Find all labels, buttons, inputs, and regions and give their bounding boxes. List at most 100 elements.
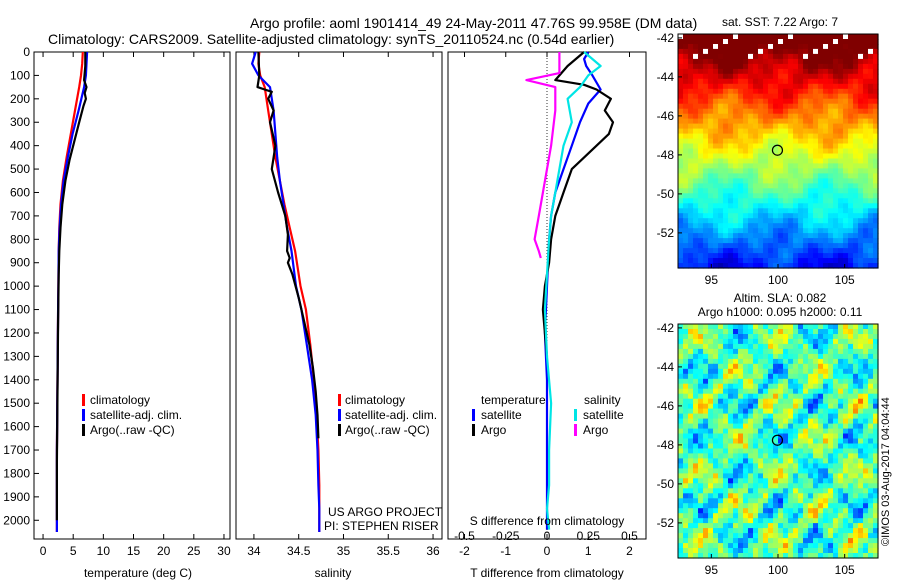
map-cell — [743, 324, 749, 330]
map-cell — [873, 418, 879, 425]
map-cell — [858, 513, 864, 519]
map-cell — [733, 208, 739, 214]
map-cell — [703, 358, 709, 365]
map-cell — [823, 543, 829, 549]
map-cell — [743, 243, 749, 249]
map-cell — [868, 208, 874, 214]
map-cell — [858, 188, 864, 194]
map-cell — [743, 163, 749, 169]
map-cell — [688, 233, 694, 239]
map-cell — [748, 418, 754, 425]
sla-heatmap — [678, 324, 879, 559]
map-cell — [728, 223, 734, 229]
map-cell — [743, 433, 749, 440]
map-cell — [818, 58, 824, 65]
map-cell — [808, 53, 814, 60]
map-cell — [848, 433, 854, 440]
legend-swatch-climatology — [82, 394, 85, 406]
map-cell — [848, 448, 854, 455]
map-cell — [748, 338, 754, 345]
map-cell — [853, 538, 859, 544]
map-cell — [748, 58, 754, 65]
map-cell — [813, 483, 819, 489]
map-cell — [873, 258, 879, 264]
map-cell — [708, 108, 714, 115]
map-cell — [723, 413, 729, 420]
map-cell — [788, 158, 794, 165]
map-cell — [718, 138, 724, 145]
map-cell — [748, 243, 754, 249]
map-cell — [708, 363, 714, 370]
map-x-tick-label: 100 — [768, 273, 788, 287]
map-cell — [863, 473, 869, 479]
map-cell — [688, 103, 694, 110]
map-cell — [793, 468, 799, 474]
map-cell — [683, 388, 689, 395]
map-cell — [753, 368, 759, 375]
map-cell — [728, 113, 734, 120]
map-cell — [858, 158, 864, 165]
map-cell — [718, 413, 724, 420]
map-cell — [803, 113, 809, 120]
map-cell — [728, 123, 734, 130]
map-cell — [678, 533, 684, 539]
map-cell — [728, 533, 734, 539]
map-cell — [743, 453, 749, 459]
map-cell — [788, 39, 794, 45]
map-cell — [753, 48, 759, 55]
map-cell — [708, 413, 714, 420]
map-cell — [718, 378, 724, 385]
map-cell — [858, 68, 864, 75]
map-cell — [808, 193, 814, 199]
map-cell — [753, 163, 759, 169]
map-cell — [808, 453, 814, 459]
map-cell — [678, 93, 684, 100]
map-cell — [698, 348, 704, 355]
map-cell — [708, 528, 714, 534]
map-cell — [703, 44, 709, 50]
map-cell — [808, 48, 814, 55]
map-cell — [708, 488, 714, 494]
map-cell — [833, 428, 839, 435]
map-y-tick-label: -44 — [657, 70, 675, 84]
map-cell — [773, 223, 779, 229]
map-cell — [863, 163, 869, 169]
map-cell — [863, 153, 869, 160]
map-cell — [698, 34, 704, 40]
map-cell — [713, 253, 719, 259]
map-cell — [748, 498, 754, 504]
map-cell — [713, 373, 719, 380]
map-cell — [768, 103, 774, 110]
map-cell — [813, 213, 819, 219]
map-cell — [708, 513, 714, 519]
map-cell — [763, 383, 769, 390]
map-cell — [873, 178, 879, 184]
map-cell — [683, 34, 689, 40]
map-cell — [693, 248, 699, 254]
map-cell — [678, 343, 684, 350]
map-cell — [823, 78, 829, 85]
map-cell — [713, 233, 719, 239]
map-cell — [818, 523, 824, 529]
map-cell — [843, 118, 849, 125]
map-cell — [833, 108, 839, 115]
map-cell — [833, 208, 839, 214]
map-cell — [733, 263, 739, 269]
map-cell — [758, 398, 764, 405]
map-cell — [698, 143, 704, 150]
map-cell — [803, 403, 809, 410]
map-cell — [738, 324, 744, 330]
map-cell — [833, 39, 839, 45]
map-cell — [678, 218, 684, 224]
map-cell — [683, 334, 689, 340]
map-cell — [733, 168, 739, 174]
map-cell — [698, 368, 704, 375]
map-cell — [873, 334, 879, 340]
map-cell — [753, 423, 759, 430]
map-cell — [733, 448, 739, 455]
map-cell — [768, 163, 774, 169]
map-cell — [723, 329, 729, 335]
map-cell — [828, 533, 834, 539]
map-cell — [678, 88, 684, 95]
map-cell — [748, 39, 754, 45]
